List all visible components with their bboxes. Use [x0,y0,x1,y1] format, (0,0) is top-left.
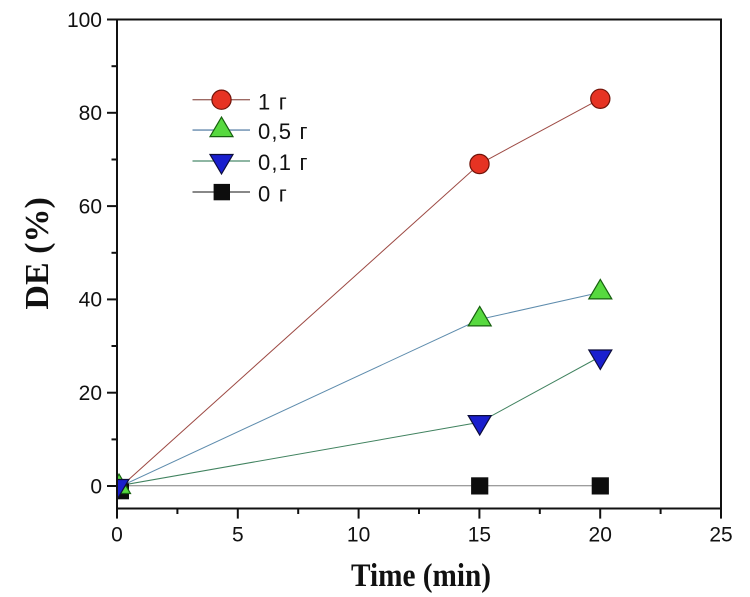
svg-text:5: 5 [232,524,244,547]
svg-text:25: 25 [709,524,732,547]
svg-text:80: 80 [79,102,102,125]
svg-text:0: 0 [90,475,102,498]
svg-text:15: 15 [468,524,491,547]
svg-text:1 г: 1 г [258,90,288,115]
svg-text:0,1 г: 0,1 г [258,150,309,175]
svg-text:0,5 г: 0,5 г [258,119,309,144]
svg-text:60: 60 [79,195,102,218]
svg-text:0: 0 [111,524,123,547]
svg-text:20: 20 [589,524,612,547]
svg-text:100: 100 [67,9,102,32]
svg-text:10: 10 [347,524,370,547]
svg-text:DE (%): DE (%) [19,197,56,309]
svg-text:40: 40 [79,289,102,312]
svg-text:20: 20 [79,382,102,405]
svg-text:0 г: 0 г [258,181,288,206]
svg-text:Time (min): Time (min) [351,558,491,594]
